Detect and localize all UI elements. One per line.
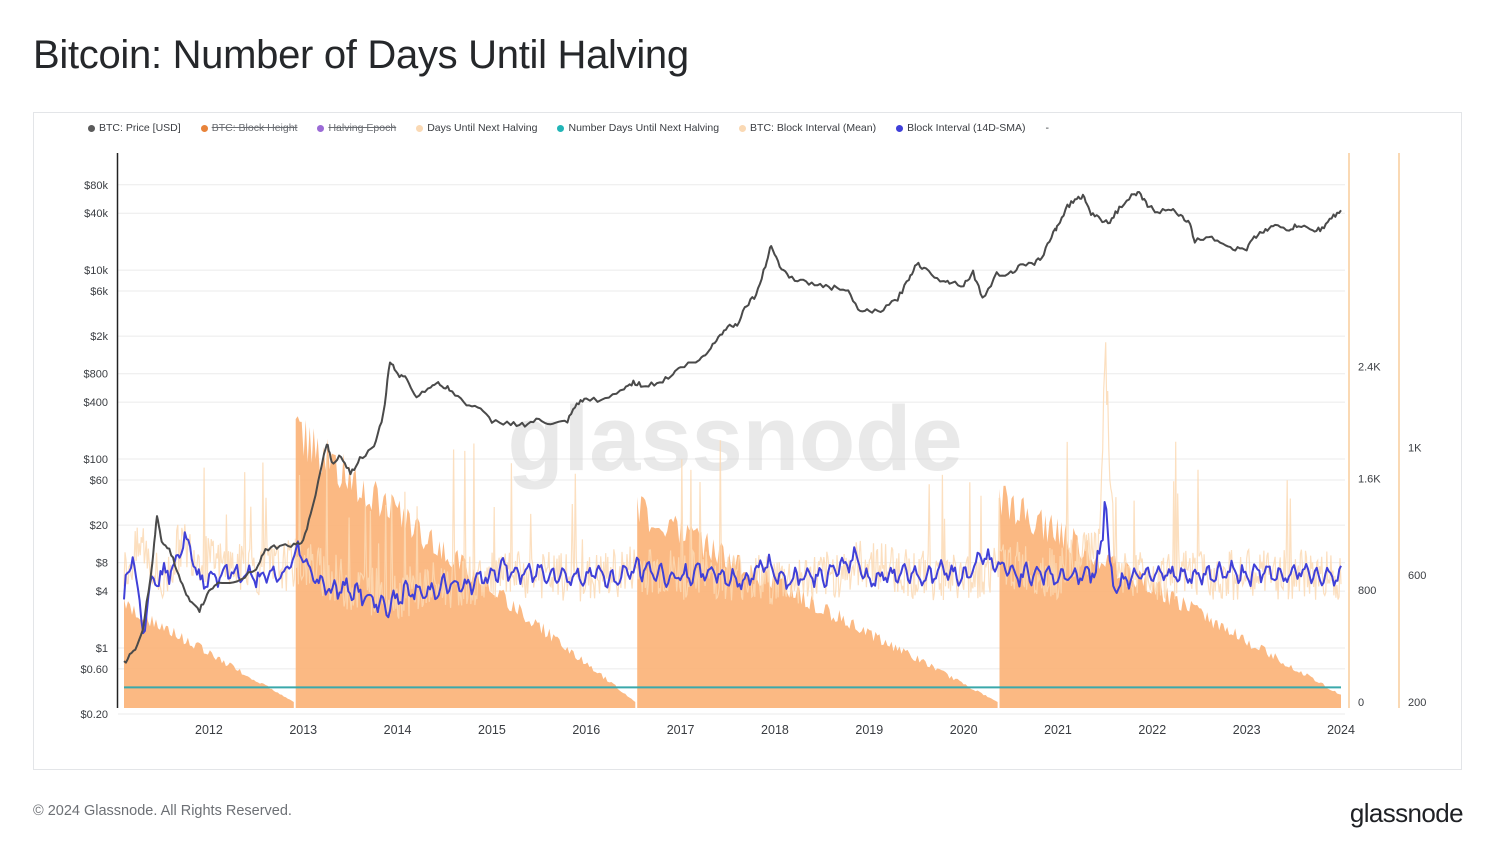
price-axis-tick-label: $6k <box>90 286 108 298</box>
legend-label: - <box>1045 122 1050 134</box>
legend-item[interactable]: Halving Epoch <box>317 122 396 134</box>
interval-axis-tick-label: 1K <box>1408 443 1422 455</box>
x-axis-tick-label: 2024 <box>1327 723 1355 737</box>
x-axis-tick-label: 2019 <box>855 723 883 737</box>
price-axis-tick-label: $60 <box>90 475 108 487</box>
price-axis-tick-label: $4 <box>96 586 108 598</box>
watermark: glassnode <box>507 388 962 490</box>
x-axis-tick-label: 2020 <box>950 723 978 737</box>
legend-item[interactable]: Days Until Next Halving <box>416 122 537 134</box>
block-interval-mean-line <box>123 342 1342 619</box>
legend-swatch <box>739 124 747 132</box>
x-axis-tick-label: 2013 <box>289 723 317 737</box>
price-axis-tick-label: $400 <box>84 397 108 409</box>
page-title: Bitcoin: Number of Days Until Halving <box>33 33 689 77</box>
price-axis-tick-label: $1 <box>96 643 108 655</box>
interval-axis-tick-label: 600 <box>1408 570 1426 582</box>
legend-label: Days Until Next Halving <box>427 122 538 134</box>
legend-item[interactable]: BTC: Block Height <box>200 122 298 134</box>
days-axis-tick-label: 2.4K <box>1358 362 1381 374</box>
x-axis-tick-label: 2022 <box>1138 723 1166 737</box>
price-axis-tick-label: $40k <box>84 208 108 220</box>
days-until-halving-area <box>999 485 1341 708</box>
x-axis-tick-label: 2018 <box>761 723 789 737</box>
x-axis-tick-label: 2021 <box>1044 723 1072 737</box>
legend-label: BTC: Block Interval (Mean) <box>750 122 877 134</box>
legend-item[interactable]: BTC: Block Interval (Mean) <box>739 122 876 134</box>
price-axis-tick-label: $8 <box>96 558 108 570</box>
price-axis-tick-label: $10k <box>84 265 108 277</box>
btc-price-line <box>123 191 1342 664</box>
legend-swatch <box>200 124 208 132</box>
days-axis-tick-label: 800 <box>1358 585 1376 597</box>
legend-item[interactable]: - <box>1046 122 1050 134</box>
price-axis-tick-label: $2k <box>90 331 108 343</box>
x-axis-tick-label: 2023 <box>1233 723 1261 737</box>
legend-swatch <box>88 124 95 132</box>
x-axis-tick-label: 2015 <box>478 723 506 737</box>
legend-label: Block Interval (14D-SMA) <box>907 122 1026 134</box>
legend-label: Number Days Until Next Halving <box>568 122 720 134</box>
days-axis-tick-label: 0 <box>1358 697 1364 709</box>
price-axis-tick-label: $0.20 <box>80 709 108 721</box>
legend-item[interactable]: Block Interval (14D-SMA) <box>896 122 1026 134</box>
legend-label: BTC: Price [USD] <box>99 122 181 134</box>
legend-swatch <box>896 124 904 132</box>
footer-copyright: © 2024 Glassnode. All Rights Reserved. <box>33 803 292 819</box>
days-axis-tick-label: 1.6K <box>1358 473 1381 485</box>
brand-logo[interactable]: glassnode <box>1349 798 1464 828</box>
chart-legend: BTC: Price [USD] BTC: Block Height Halving… <box>88 121 1069 135</box>
block-interval-sma-line <box>123 501 1342 635</box>
price-axis-tick-label: $0.60 <box>80 664 108 676</box>
days-until-halving-area <box>124 598 294 708</box>
legend-label: Halving Epoch <box>328 122 397 134</box>
x-axis-tick-label: 2016 <box>572 723 600 737</box>
interval-axis-tick-label: 200 <box>1408 697 1426 709</box>
x-axis-tick-label: 2012 <box>195 723 223 737</box>
price-axis-tick-label: $80k <box>84 180 108 192</box>
legend-swatch <box>416 124 424 132</box>
price-axis-tick-label: $20 <box>90 520 108 532</box>
x-axis-tick-label: 2017 <box>667 723 695 737</box>
price-axis-tick-label: $800 <box>84 369 108 381</box>
legend-swatch <box>557 124 565 132</box>
days-until-halving-area <box>637 496 998 708</box>
price-axis-tick-label: $100 <box>84 454 108 466</box>
x-axis-tick-label: 2014 <box>384 723 412 737</box>
legend-item[interactable]: Number Days Until Next Halving <box>557 122 719 134</box>
legend-swatch <box>317 124 325 132</box>
legend-label: BTC: Block Height <box>211 122 298 134</box>
legend-item[interactable]: BTC: Price [USD] <box>88 122 181 134</box>
